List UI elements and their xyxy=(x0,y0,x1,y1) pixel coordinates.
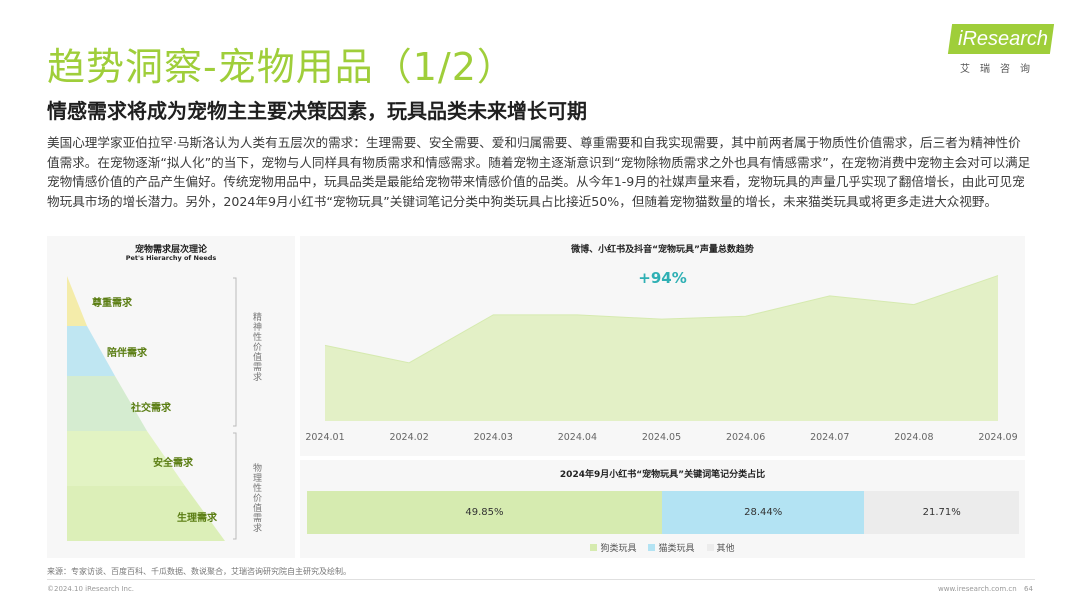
pyramid-chart xyxy=(67,276,237,541)
legend-swatch-dog xyxy=(590,544,598,551)
pyramid-label-4: 安全需求 xyxy=(153,458,193,469)
trend-line xyxy=(324,275,999,364)
pyramid-title-en: Pet's Hierarchy of Needs xyxy=(125,254,217,262)
x-tick-label: 2024.09 xyxy=(978,432,1017,443)
logo-text: iResearch xyxy=(958,28,1049,50)
x-tick-label: 2024.05 xyxy=(642,432,681,443)
legend-label-cat: 猫类玩具 xyxy=(658,544,695,554)
pyramid-label-5: 生理需求 xyxy=(177,513,217,524)
x-tick-label: 2024.04 xyxy=(558,432,597,443)
pyramid-level-3 xyxy=(67,376,147,431)
bracket-material xyxy=(233,432,237,540)
x-tick-label: 2024.02 xyxy=(389,432,428,443)
iresearch-logo: iResearch 艾瑞咨询 xyxy=(947,22,1055,75)
group-label-spiritual: 精神性价值需求 xyxy=(251,312,261,382)
x-tick-label: 2024.07 xyxy=(810,432,849,443)
legend-label-dog: 狗类玩具 xyxy=(600,544,637,554)
legend-item-dog: 狗类玩具 xyxy=(590,541,636,554)
website: www.iresearch.com.cn xyxy=(938,585,1017,593)
x-tick-label: 2024.06 xyxy=(726,432,765,443)
logo-subtext: 艾瑞咨询 xyxy=(960,64,1040,75)
page-subtitle: 情感需求将成为宠物主主要决策因素，玩具品类未来增长可期 xyxy=(47,99,587,123)
page-number: 64 xyxy=(1024,585,1033,593)
x-tick-label: 2024.08 xyxy=(894,432,933,443)
pyramid-level-2 xyxy=(67,326,115,376)
legend-item-cat: 猫类玩具 xyxy=(648,541,695,554)
pyramid-title: 宠物需求层次理论 xyxy=(134,245,207,255)
legend-label-other: 其他 xyxy=(716,544,735,554)
x-tick-label: 2024.03 xyxy=(474,432,513,443)
page-title: 趋势洞察-宠物用品（1/2） xyxy=(47,45,516,89)
legend-item-other: 其他 xyxy=(706,541,735,554)
growth-annotation: +94% xyxy=(638,269,687,287)
pyramid-label-3: 社交需求 xyxy=(131,403,171,414)
trend-area xyxy=(325,275,998,421)
legend-swatch-cat xyxy=(648,544,656,551)
pyramid-level-1 xyxy=(67,276,87,326)
source-note: 来源：专家访谈、百度百科、千瓜数据、数说聚合，艾瑞咨询研究院自主研究及绘制。 xyxy=(47,567,351,576)
pyramid-label-1: 尊重需求 xyxy=(92,298,132,309)
pyramid-label-2: 陪伴需求 xyxy=(107,348,147,359)
body-paragraph: 美国心理学家亚伯拉罕·马斯洛认为人类有五层次的需求：生理需要、安全需要、爱和归属… xyxy=(47,135,1031,209)
footer-divider xyxy=(47,579,1035,580)
trend-chart-title: 微博、小红书及抖音“宠物玩具”声量总数趋势 xyxy=(571,245,754,255)
share-legend: 狗类玩具 猫类玩具 其他 xyxy=(300,541,1025,554)
share-chart-title: 2024年9月小红书“宠物玩具”关键词笔记分类占比 xyxy=(559,470,766,480)
pyramid-level-5 xyxy=(67,486,225,541)
share-segment-cat: 28.44% xyxy=(661,491,865,534)
group-label-material: 物理性价值需求 xyxy=(251,463,261,533)
x-tick-label: 2024.01 xyxy=(305,432,344,443)
bracket-spiritual xyxy=(233,277,237,427)
share-segment-other: 21.71% xyxy=(864,491,1019,534)
trend-chart: 2024.01 2024.02 2024.03 2024.04 2024.05 2024.… xyxy=(305,275,1018,443)
pyramid-level-4 xyxy=(67,431,185,486)
share-segment-dog: 49.85% xyxy=(307,491,662,534)
copyright: ©2024.10 iResearch Inc. xyxy=(47,585,135,593)
legend-swatch-other xyxy=(706,544,714,551)
